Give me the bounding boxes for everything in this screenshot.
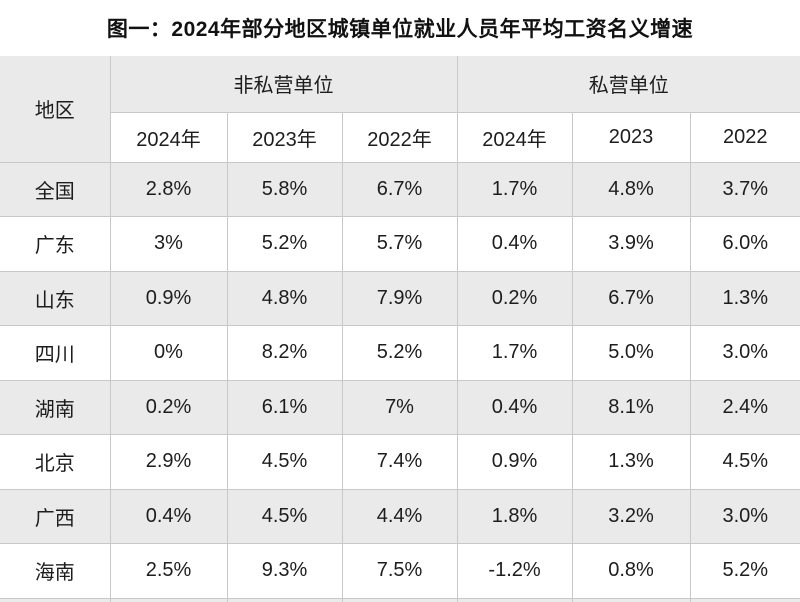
table-row: 广西 0.4% 4.5% 4.4% 1.8% 3.2% 3.0% [0,488,800,544]
value-cell: 0.4% [456,379,573,435]
value-cell: 3% [109,216,228,272]
value-cell: 5.0% [571,325,691,381]
value-cell: 3.7% [689,161,800,217]
year-header-private-2022: 2022 [689,111,800,163]
value-cell: 8.1% [571,379,691,435]
table-row: 湖南 0.2% 6.1% 7% 0.4% 8.1% 2.4% [0,379,800,435]
value-cell: 2.5% [109,543,228,599]
region-cell: 海南 [0,543,111,599]
value-cell: 6.7% [341,161,458,217]
value-cell: 0.8% [571,543,691,599]
value-cell: 0.9% [109,270,228,326]
value-cell: 1.3% [571,434,691,490]
value-cell: 0% [109,325,228,381]
region-cell: 全国 [0,161,111,217]
value-cell: 3.0% [689,488,800,544]
group-header-private: 私营单位 [456,55,800,113]
value-cell: 5.8% [226,161,343,217]
value-cell: 0.9% [456,434,573,490]
table-header-year-row: 2024年 2023年 2022年 2024年 2023 2022 [0,111,800,163]
value-cell: 6.7% [571,270,691,326]
wage-growth-table: 地区 非私营单位 私营单位 2024年 2023年 2022年 2024年 20… [0,55,800,602]
value-cell: 4.5% [226,434,343,490]
table-row-partial [0,597,800,602]
year-header-private-2023: 2023 [571,111,691,163]
value-cell: 5.7% [341,216,458,272]
value-cell: 5.2% [226,216,343,272]
value-cell: 7% [341,379,458,435]
table-row: 全国 2.8% 5.8% 6.7% 1.7% 4.8% 3.7% [0,161,800,217]
value-cell: 0.4% [109,488,228,544]
value-cell: 5.2% [341,325,458,381]
value-cell: 2.9% [109,434,228,490]
value-cell: 4.5% [689,434,800,490]
region-column-header: 地区 [0,55,111,163]
value-cell: 2.4% [689,379,800,435]
value-cell: 1.3% [689,270,800,326]
table-row: 广东 3% 5.2% 5.7% 0.4% 3.9% 6.0% [0,216,800,272]
value-cell: 4.8% [226,270,343,326]
value-cell: 0.4% [456,216,573,272]
page-title: 图一：2024年部分地区城镇单位就业人员年平均工资名义增速 [106,18,694,41]
region-cell: 广东 [0,216,111,272]
year-header-nonprivate-2022: 2022年 [341,111,458,163]
year-header-nonprivate-2023: 2023年 [226,111,343,163]
value-cell: 0.2% [456,270,573,326]
region-cell: 四川 [0,325,111,381]
value-cell: 3.2% [571,488,691,544]
table-header-group-row: 地区 非私营单位 私营单位 [0,55,800,163]
region-cell: 广西 [0,488,111,544]
value-cell: 1.8% [456,488,573,544]
value-cell: 4.4% [341,488,458,544]
region-cell: 山东 [0,270,111,326]
year-header-nonprivate-2024: 2024年 [109,111,228,163]
value-cell: 4.8% [571,161,691,217]
value-cell: 4.5% [226,488,343,544]
region-cell: 北京 [0,434,111,490]
table-row: 北京 2.9% 4.5% 7.4% 0.9% 1.3% 4.5% [0,434,800,490]
value-cell: 7.4% [341,434,458,490]
value-cell: -1.2% [456,543,573,599]
value-cell: 1.7% [456,325,573,381]
value-cell: 8.2% [226,325,343,381]
value-cell: 6.1% [226,379,343,435]
value-cell: 6.0% [689,216,800,272]
group-header-non-private: 非私营单位 [109,55,458,113]
value-cell: 7.5% [341,543,458,599]
table-row: 海南 2.5% 9.3% 7.5% -1.2% 0.8% 5.2% [0,543,800,599]
value-cell: 9.3% [226,543,343,599]
year-header-private-2024: 2024年 [456,111,573,163]
value-cell: 5.2% [689,543,800,599]
table-row: 四川 0% 8.2% 5.2% 1.7% 5.0% 3.0% [0,325,800,381]
region-cell: 湖南 [0,379,111,435]
value-cell: 3.9% [571,216,691,272]
table-row: 山东 0.9% 4.8% 7.9% 0.2% 6.7% 1.3% [0,270,800,326]
value-cell: 2.8% [109,161,228,217]
value-cell: 7.9% [341,270,458,326]
value-cell: 0.2% [109,379,228,435]
value-cell: 3.0% [689,325,800,381]
value-cell: 1.7% [456,161,573,217]
